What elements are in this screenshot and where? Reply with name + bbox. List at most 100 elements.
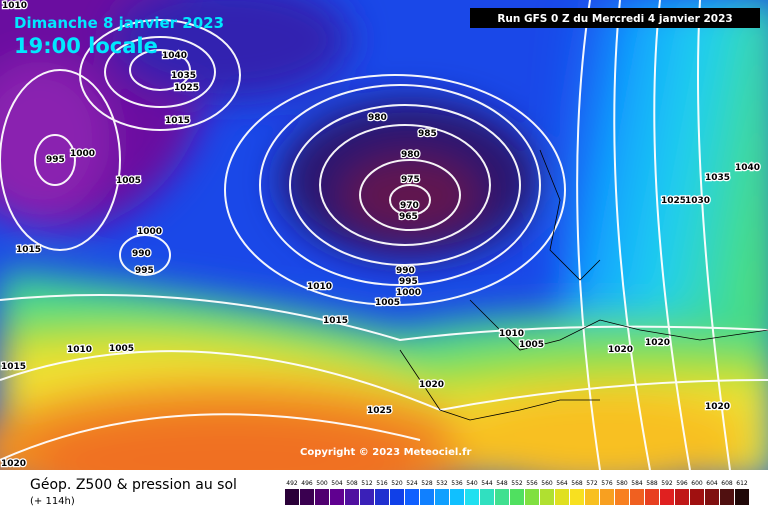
isobar-label: 1025 <box>174 83 199 93</box>
isobar-label: 1005 <box>116 176 141 186</box>
scale-cell <box>600 489 614 505</box>
scale-label: 576 <box>601 480 613 487</box>
scale-cell <box>660 489 674 505</box>
isobar-label: 1035 <box>171 71 196 81</box>
scale-cell <box>450 489 464 505</box>
isobar-label: 1025 <box>661 196 686 206</box>
scale-cell <box>345 489 359 505</box>
footer-title: Géop. Z500 & pression au sol <box>30 477 237 493</box>
isobar-label: 995 <box>46 155 65 165</box>
scale-cell <box>285 489 299 505</box>
scale-label: 560 <box>541 480 553 487</box>
scale-cell <box>315 489 329 505</box>
lead-time: (+ 114h) <box>30 496 75 507</box>
isobar-label: 1020 <box>1 459 26 469</box>
scale-label: 612 <box>736 480 748 487</box>
isobar-lines <box>0 0 768 470</box>
isobar-label: 1015 <box>323 316 348 326</box>
scale-label: 496 <box>301 480 313 487</box>
scale-label: 580 <box>616 480 628 487</box>
isobar-label: 1035 <box>705 173 730 183</box>
scale-label: 532 <box>436 480 448 487</box>
scale-label: 492 <box>286 480 298 487</box>
isobar-label: 1000 <box>396 288 421 298</box>
scale-cell <box>330 489 344 505</box>
scale-cell <box>360 489 374 505</box>
isobar-label: 1020 <box>419 380 444 390</box>
isobar-label: 985 <box>418 129 437 139</box>
scale-cell <box>390 489 404 505</box>
scale-cell <box>435 489 449 505</box>
isobar-label: 1005 <box>519 340 544 350</box>
scale-cell <box>675 489 689 505</box>
scale-label: 608 <box>721 480 733 487</box>
scale-cell <box>645 489 659 505</box>
scale-label: 596 <box>676 480 688 487</box>
isobar-label: 1005 <box>109 344 134 354</box>
isobar-label: 1015 <box>1 362 26 372</box>
scale-label: 504 <box>331 480 343 487</box>
isobar-label: 995 <box>135 266 154 276</box>
run-info: Run GFS 0 Z du Mercredi 4 janvier 2023 <box>497 13 732 25</box>
scale-label: 548 <box>496 480 508 487</box>
scale-cell <box>585 489 599 505</box>
scale-label: 520 <box>391 480 403 487</box>
isobar-label: 1000 <box>70 149 95 159</box>
isobar-label: 1030 <box>685 196 710 206</box>
coastlines <box>399 149 768 421</box>
isobar-label: 965 <box>399 212 418 222</box>
scale-cell <box>420 489 434 505</box>
isobar-label: 1000 <box>137 227 162 237</box>
isobar-label: 1040 <box>162 51 187 61</box>
scale-label: 500 <box>316 480 328 487</box>
scale-cell <box>300 489 314 505</box>
scale-cell <box>630 489 644 505</box>
scale-label: 564 <box>556 480 568 487</box>
scale-label: 544 <box>481 480 493 487</box>
isobar-label: 1010 <box>307 282 332 292</box>
scale-label: 572 <box>586 480 598 487</box>
scale-label: 536 <box>451 480 463 487</box>
scale-cell <box>525 489 539 505</box>
isobar-label: 990 <box>396 266 415 276</box>
scale-label: 528 <box>421 480 433 487</box>
color-scale: 492 496 500 504 508 512 516 520 524 528 532 536 540 5… <box>285 480 749 505</box>
scale-label: 524 <box>406 480 418 487</box>
scale-label: 512 <box>361 480 373 487</box>
scale-label: 556 <box>526 480 538 487</box>
scale-label: 516 <box>376 480 388 487</box>
isobar-label: 1020 <box>608 345 633 355</box>
copyright: Copyright © 2023 Meteociel.fr <box>300 447 471 458</box>
isobar-label: 1005 <box>375 298 400 308</box>
scale-cell <box>405 489 419 505</box>
isobar-label: 1010 <box>499 329 524 339</box>
isobar-label: 1025 <box>367 406 392 416</box>
scale-cell <box>615 489 629 505</box>
isobar-label: 970 <box>400 201 419 211</box>
date: Dimanche 8 janvier 2023 <box>14 14 224 32</box>
isobar-label: 1010 <box>2 1 27 11</box>
isobar-label: 1020 <box>705 402 730 412</box>
isobar-label: 980 <box>368 113 387 123</box>
isobar-label: 990 <box>132 249 151 259</box>
local-time: 19:00 locale <box>14 34 158 58</box>
isobar-label: 975 <box>401 175 420 185</box>
run-box <box>470 8 760 28</box>
scale-cell <box>720 489 734 505</box>
scale-label: 584 <box>631 480 643 487</box>
isobar-label: 1010 <box>67 345 92 355</box>
isobar-label: 1015 <box>16 245 41 255</box>
isobar-labels: 1010104010351025101599510001005980985980… <box>0 0 761 470</box>
scale-cell <box>540 489 554 505</box>
isobar-label: 995 <box>399 277 418 287</box>
isobar-label: 1020 <box>645 338 670 348</box>
scale-label: 508 <box>346 480 358 487</box>
scale-cell <box>570 489 584 505</box>
scale-label: 552 <box>511 480 523 487</box>
scale-cell <box>705 489 719 505</box>
scale-cell <box>465 489 479 505</box>
scale-cell <box>735 489 749 505</box>
scale-label: 588 <box>646 480 658 487</box>
scale-label: 600 <box>691 480 703 487</box>
scale-label: 592 <box>661 480 673 487</box>
